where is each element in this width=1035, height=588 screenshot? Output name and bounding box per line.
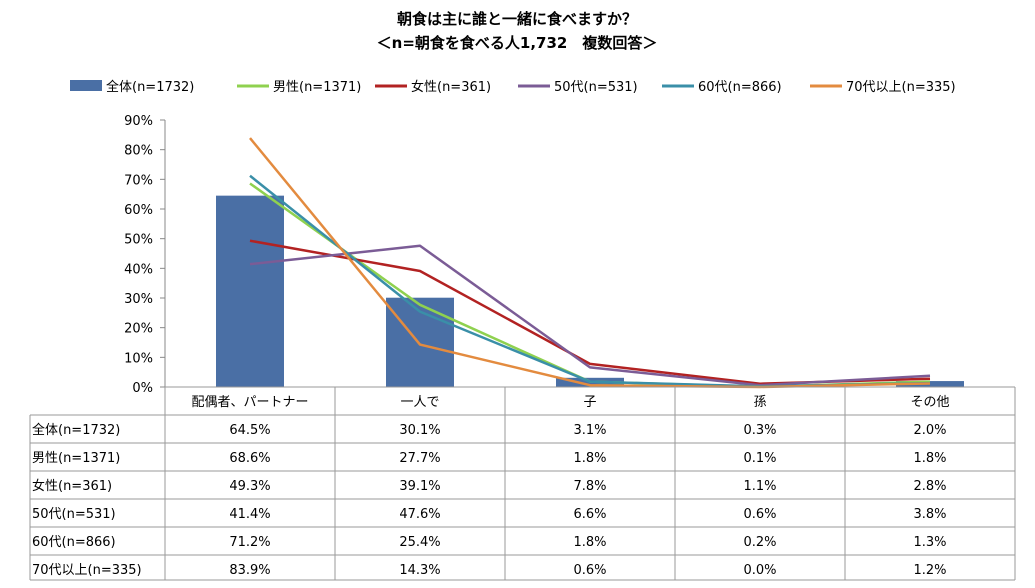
table-cell: 3.8% <box>913 507 946 522</box>
legend-swatch-0 <box>70 80 102 91</box>
line-series <box>249 137 931 389</box>
table-cell: 0.1% <box>743 451 776 466</box>
table-cell: 14.3% <box>399 563 440 578</box>
row-header: 男性(n=1371) <box>32 451 120 466</box>
table-cell: 3.1% <box>573 423 606 438</box>
table-cell: 0.2% <box>743 535 776 550</box>
table-cell: 25.4% <box>399 535 440 550</box>
legend: 全体(n=1732) 男性(n=1371) 女性(n=361) 50代(n=531) 6… <box>70 79 956 95</box>
row-header: 全体(n=1732) <box>32 422 120 438</box>
table-cell: 30.1% <box>399 423 440 438</box>
table-cell: 1.8% <box>913 451 946 466</box>
table-cell: 0.6% <box>743 507 776 522</box>
series-line-3 <box>249 174 931 388</box>
series-line-4 <box>249 137 931 389</box>
category-label: 子 <box>583 395 596 410</box>
table-cell: 7.8% <box>573 479 606 494</box>
table-cell: 41.4% <box>229 507 270 522</box>
y-tick-label: 70% <box>124 173 153 188</box>
y-tick-label: 40% <box>124 262 153 277</box>
row-header: 50代(n=531) <box>32 507 116 522</box>
row-header: 70代以上(n=335) <box>32 563 142 578</box>
table-cell: 2.0% <box>913 423 946 438</box>
category-label: その他 <box>910 395 949 410</box>
category-label: 配偶者、パートナー <box>191 395 308 410</box>
bar-series <box>216 195 964 387</box>
table-cell: 1.2% <box>913 563 946 578</box>
table-cell: 49.3% <box>229 479 270 494</box>
table-cell: 71.2% <box>229 535 270 550</box>
table-cell: 0.3% <box>743 423 776 438</box>
table-cell: 1.3% <box>913 535 946 550</box>
legend-label-2: 女性(n=361) <box>411 79 491 95</box>
legend-label-0: 全体(n=1732) <box>106 79 194 95</box>
plot-area: 0% 10% 20% 30% 40% 50% 60% 70% 80% 90% <box>124 114 166 396</box>
y-tick-label: 90% <box>124 114 153 129</box>
bar <box>216 195 284 387</box>
table-cell: 39.1% <box>399 479 440 494</box>
table-cell: 1.1% <box>743 479 776 494</box>
y-tick-label: 80% <box>124 144 153 159</box>
y-tick-label: 50% <box>124 233 153 248</box>
legend-label-4: 60代(n=866) <box>698 80 782 95</box>
table-cell: 83.9% <box>229 563 270 578</box>
y-tick-label: 10% <box>124 351 153 366</box>
table-cell: 0.6% <box>573 563 606 578</box>
table-cell: 6.6% <box>573 507 606 522</box>
legend-label-5: 70代以上(n=335) <box>846 80 956 95</box>
category-label: 孫 <box>753 395 766 410</box>
table-cell: 64.5% <box>229 423 270 438</box>
legend-label-1: 男性(n=1371) <box>273 80 361 95</box>
table-cell: 68.6% <box>229 451 270 466</box>
chart-subtitle: ＜n=朝食を食べる人1,732 複数回答＞ <box>377 34 658 52</box>
row-header: 女性(n=361) <box>32 478 112 494</box>
table-cell: 1.8% <box>573 451 606 466</box>
row-header: 60代(n=866) <box>32 535 116 550</box>
table-cell: 1.8% <box>573 535 606 550</box>
series-line-0 <box>249 182 931 388</box>
y-tick-label: 30% <box>124 292 153 307</box>
series-line-2 <box>249 244 931 387</box>
y-tick-label: 20% <box>124 322 153 337</box>
y-tick-label: 0% <box>132 381 153 396</box>
chart-title: 朝食は主に誰と一緒に食べますか？ <box>397 10 637 28</box>
table-cell: 2.8% <box>913 479 946 494</box>
legend-label-3: 50代(n=531) <box>554 80 638 95</box>
table-cell: 0.0% <box>743 563 776 578</box>
y-tick-label: 60% <box>124 203 153 218</box>
table-cell: 27.7% <box>399 451 440 466</box>
table-cell: 47.6% <box>399 507 440 522</box>
category-label: 一人で <box>400 395 439 410</box>
